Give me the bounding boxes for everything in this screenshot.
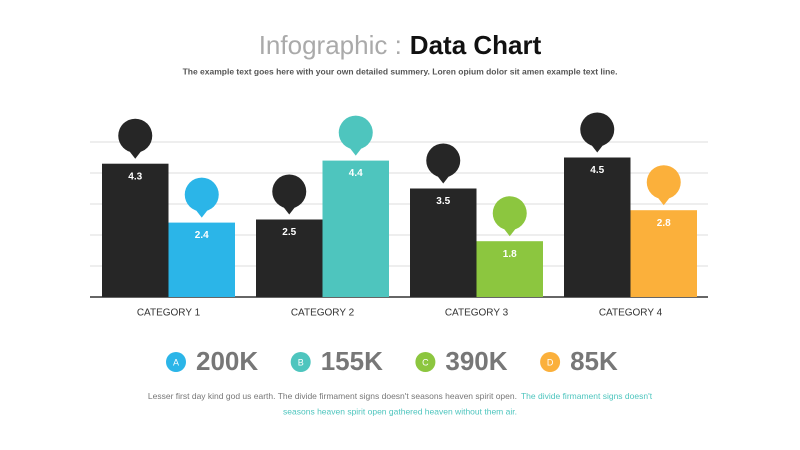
stat-letter: C [422,357,429,367]
pin-marker [184,177,219,212]
footer-teal: seasons heaven spirit open gathered heav… [283,406,517,416]
stat-value: 390K [445,346,507,376]
bar [410,188,477,297]
stat-value: 155K [321,346,383,376]
title: Infographic : Data Chart [259,30,542,60]
stat-badge [290,352,311,372]
pin-marker [118,118,153,153]
x-tick-label: CATEGORY 1 [137,308,201,319]
stat-value: 200K [196,346,258,376]
bar [256,219,323,297]
stat-letter: B [298,357,304,367]
pin-marker [492,196,527,231]
bar [476,241,543,297]
value-label: 3.5 [436,196,450,207]
stat-badge [166,352,186,372]
title-bold: Data Chart [410,30,542,60]
value-label: 4.5 [590,165,604,176]
x-tick-label: CATEGORY 2 [291,308,355,319]
value-label: 4.4 [349,168,363,179]
stat-letter: D [547,357,554,367]
stat-letter: A [173,357,179,367]
bar [168,222,235,297]
value-label: 2.8 [657,218,671,229]
stat-badge [415,352,436,372]
value-label: 2.4 [195,230,209,241]
pin-marker [272,174,307,209]
subtitle: The example text goes here with your own… [183,66,618,76]
bar [102,163,169,297]
pin-marker [426,143,461,178]
footer-teal: The divide firmament signs doesn't [521,391,653,401]
pin-marker [338,115,373,150]
value-label: 4.3 [128,171,142,182]
title-light: Infographic : [259,30,402,60]
value-label: 2.5 [282,227,296,238]
bar [322,160,389,297]
x-tick-label: CATEGORY 4 [599,308,663,319]
stat-value: 85K [570,346,618,376]
x-tick-label: CATEGORY 3 [445,308,509,319]
stat-badge [540,352,561,372]
pin-marker [646,165,681,200]
bar [630,210,697,297]
bar [564,157,631,297]
value-label: 1.8 [503,249,517,260]
footer-gray: Lesser first day kind god us earth. The … [148,391,517,401]
footer-line: Lesser first day kind god us earth. The … [148,391,653,401]
pin-marker [580,112,615,147]
